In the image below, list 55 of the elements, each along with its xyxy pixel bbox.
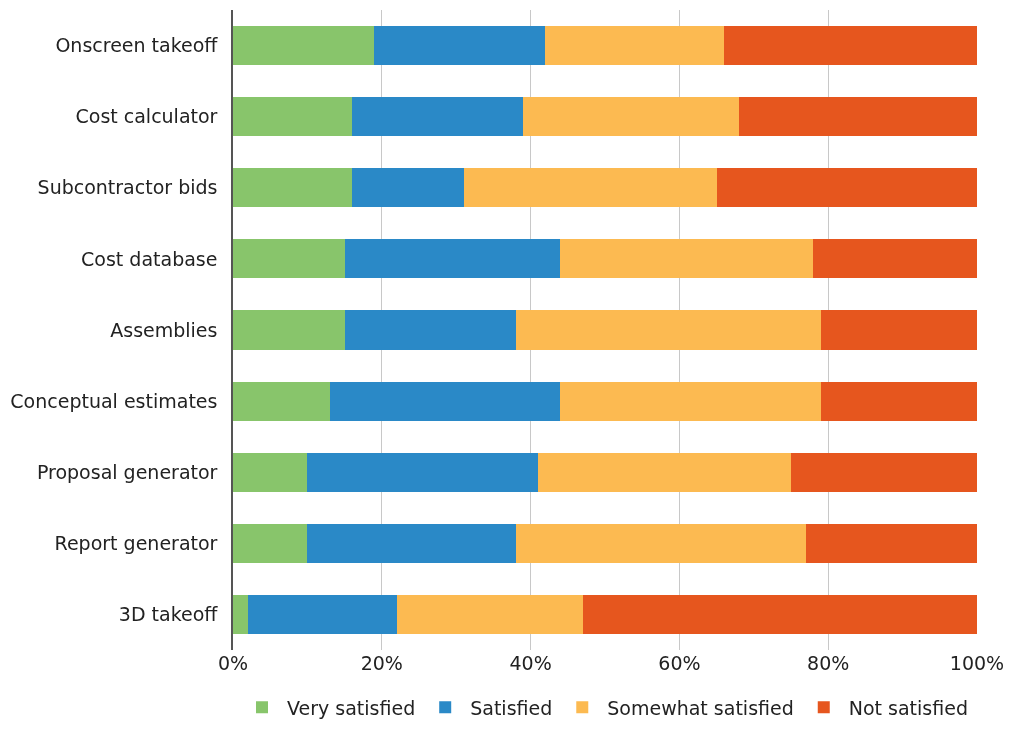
x-tick-label: 40% <box>509 652 552 674</box>
bar <box>560 239 814 279</box>
bar <box>233 310 345 350</box>
bar <box>545 26 725 66</box>
bar <box>233 168 353 208</box>
x-tick-label: 0% <box>217 652 249 674</box>
y-tick-label: Subcontractor bids <box>37 176 218 199</box>
bar <box>515 310 821 350</box>
bar <box>463 168 717 208</box>
x-tick-label: 20% <box>360 652 403 674</box>
legend-label: Not satisfied <box>848 696 968 719</box>
x-tick-label: 60% <box>658 652 701 674</box>
legend-label: Very satisfied <box>287 696 416 719</box>
bar <box>233 239 345 279</box>
bar <box>813 239 977 279</box>
legend-label: Satisfied <box>470 696 553 719</box>
bar <box>247 594 397 634</box>
bar <box>352 168 464 208</box>
y-tick-label: Cost calculator <box>75 105 218 128</box>
bar <box>724 26 977 66</box>
x-tick-label: 80% <box>807 652 850 674</box>
bar <box>791 452 977 492</box>
bar <box>738 97 977 137</box>
bar <box>374 26 546 66</box>
bar <box>582 594 977 634</box>
bar <box>329 381 561 421</box>
y-tick-label: Assemblies <box>110 318 218 341</box>
bar <box>233 523 308 563</box>
x-tick-label: 100% <box>949 652 1005 674</box>
bar <box>233 97 353 137</box>
y-tick-label: Report generator <box>54 531 218 554</box>
bar <box>233 381 330 421</box>
bar <box>820 381 977 421</box>
bar <box>820 310 977 350</box>
y-tick-label: Cost database <box>81 247 218 270</box>
bar <box>233 594 248 634</box>
bar <box>396 594 583 634</box>
bar <box>344 310 516 350</box>
bar <box>538 452 791 492</box>
y-tick-label: Proposal generator <box>36 460 218 483</box>
bar <box>560 381 821 421</box>
bar <box>716 168 977 208</box>
y-tick-label: Onscreen takeoff <box>55 34 219 57</box>
bar <box>307 523 516 563</box>
y-tick-label: 3D takeoff <box>118 603 219 626</box>
bar <box>523 97 739 137</box>
bar <box>805 523 977 563</box>
bar <box>233 26 375 66</box>
bar <box>515 523 806 563</box>
bar <box>352 97 524 137</box>
bar <box>307 452 539 492</box>
bar <box>233 452 308 492</box>
y-tick-label: Conceptual estimates <box>10 389 218 412</box>
legend-label: Somewhat satisfied <box>607 696 794 719</box>
bar <box>344 239 561 279</box>
